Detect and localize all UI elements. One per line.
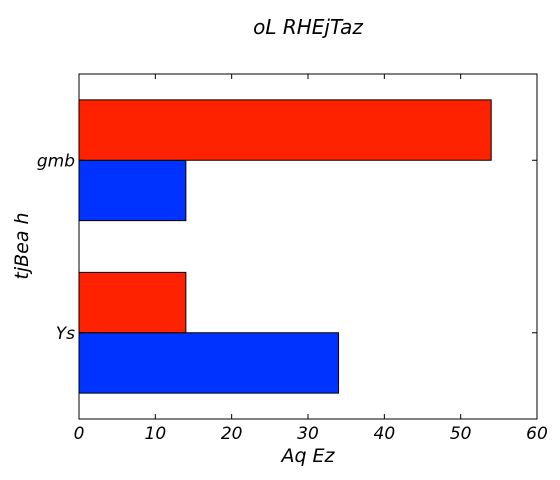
x-tick-label-50: 50 [450, 424, 472, 444]
y-axis-label: tjBea h [11, 212, 33, 279]
x-tick-label-40: 40 [374, 424, 396, 444]
plot-frame [78, 73, 538, 420]
bar-series1-gmb [78, 99, 492, 161]
y-tick-label-gmb: gmb [37, 151, 75, 171]
chart-title: oL RHEjTaz [253, 15, 363, 39]
bar-series0-Ys [78, 332, 340, 394]
x-tick-label-60: 60 [526, 424, 548, 444]
y-tick-label-Ys: Ys [56, 324, 75, 344]
x-tick-label-20: 20 [221, 424, 243, 444]
x-axis-label: Aq Ez [279, 445, 335, 467]
x-tick-label-10: 10 [145, 424, 167, 444]
bar-series0-gmb [78, 159, 187, 222]
x-tick-label-30: 30 [297, 424, 319, 444]
x-tick-label-0: 0 [74, 424, 85, 444]
bars-layer [78, 99, 492, 394]
bar-series1-Ys [78, 271, 187, 334]
ticks-layer: Ys gmb 0 10 20 30 40 50 60 [37, 74, 548, 444]
